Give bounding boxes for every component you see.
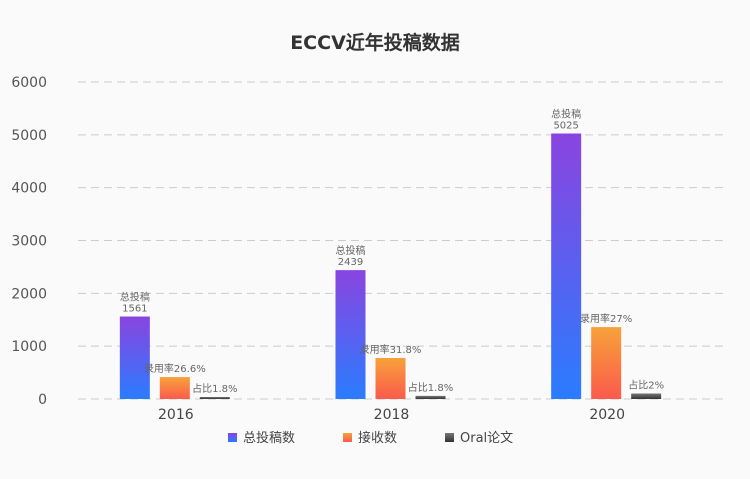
bar-Oral论文 — [415, 395, 446, 399]
y-tick-label: 5000 — [11, 128, 47, 144]
legend-swatch — [445, 433, 454, 442]
bar-接收数 — [591, 327, 622, 399]
data-label: 总投稿 — [551, 108, 581, 121]
data-label: 总投稿 — [336, 244, 366, 257]
bar-Oral论文 — [199, 397, 230, 399]
data-label: 占比1.8% — [408, 381, 453, 394]
y-tick-label: 0 — [38, 392, 47, 408]
legend-label: 总投稿数 — [243, 430, 295, 446]
x-tick-label: 2018 — [374, 407, 410, 423]
bar-总投稿数 — [551, 133, 582, 399]
data-label: 2439 — [338, 257, 363, 268]
legend-label: Oral论文 — [460, 431, 513, 446]
bar-接收数 — [159, 377, 190, 399]
data-label: 占比2% — [628, 379, 664, 392]
bar-Oral论文 — [631, 393, 662, 399]
data-label: 占比1.8% — [192, 382, 237, 395]
y-tick-label: 1000 — [11, 339, 47, 355]
y-tick-label: 3000 — [11, 234, 47, 250]
y-tick-label: 4000 — [11, 181, 47, 197]
legend-swatch — [228, 433, 237, 442]
bar-接收数 — [375, 358, 406, 399]
legend-swatch — [343, 433, 352, 442]
data-label: 5025 — [553, 121, 578, 132]
data-label: 总投稿 — [120, 291, 150, 304]
x-tick-label: 2016 — [158, 407, 194, 423]
legend-label: 接收数 — [358, 430, 397, 446]
x-tick-label: 2020 — [589, 407, 625, 423]
y-tick-label: 2000 — [11, 286, 47, 302]
bar-总投稿数 — [119, 316, 150, 399]
data-label: 录用率31.8% — [360, 343, 422, 356]
chart-title: ECCV近年投稿数据 — [290, 31, 460, 54]
data-label: 录用率27% — [580, 312, 632, 325]
y-tick-label: 6000 — [11, 75, 47, 91]
data-label: 录用率26.6% — [144, 362, 206, 375]
data-label: 1561 — [122, 304, 147, 315]
bar-总投稿数 — [335, 270, 366, 399]
